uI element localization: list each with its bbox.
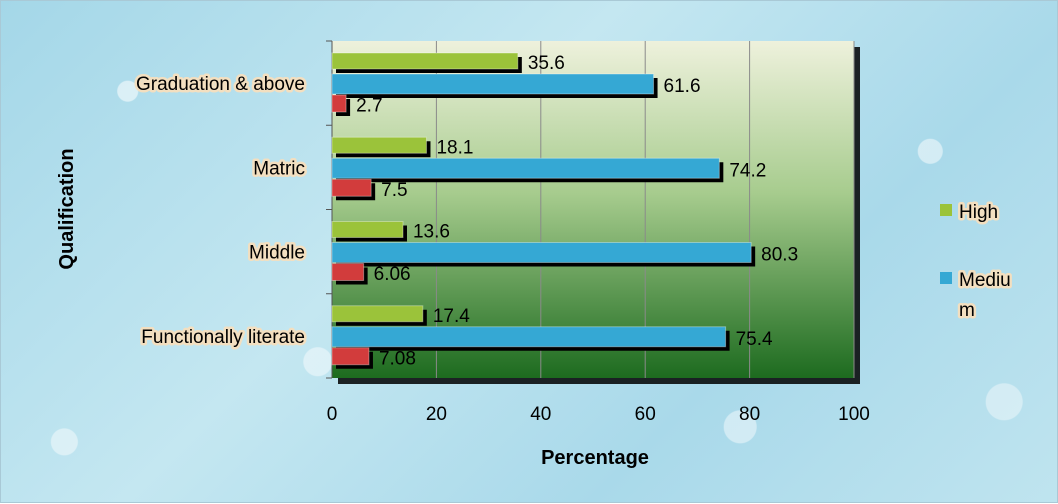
x-tick-label: 60 [635, 404, 656, 425]
bar-medium [332, 158, 719, 178]
bar-medium [332, 327, 726, 347]
bar-low [332, 179, 371, 196]
category-label: Functionally literate [141, 327, 305, 348]
data-label: 18.1 [436, 137, 473, 158]
data-label: 13.6 [413, 222, 450, 243]
legend-swatch [940, 204, 952, 216]
bar-medium [332, 74, 654, 94]
bar-high [332, 137, 426, 153]
bar-low [332, 348, 369, 365]
legend-label: High [959, 202, 998, 223]
legend-swatch [940, 272, 952, 284]
x-tick-label: 40 [530, 404, 551, 425]
x-tick-label: 0 [327, 404, 338, 425]
bar-high [332, 53, 518, 69]
x-axis-title: Percentage [541, 447, 649, 469]
data-label: 17.4 [433, 306, 470, 327]
data-label: 2.7 [356, 96, 382, 117]
bar-low [332, 264, 364, 281]
data-label: 75.4 [736, 329, 773, 350]
legend-label: Mediu [959, 270, 1011, 291]
category-label: Middle [249, 243, 305, 264]
category-label: Graduation & above [136, 74, 305, 95]
data-label: 6.06 [374, 264, 411, 285]
x-tick-label: 20 [426, 404, 447, 425]
category-label: Matric [253, 158, 305, 179]
legend-label-continued: m [959, 300, 975, 321]
data-label: 7.5 [381, 180, 407, 201]
data-label: 35.6 [528, 53, 565, 74]
data-label: 74.2 [729, 160, 766, 181]
data-label: 7.08 [379, 348, 416, 369]
y-axis-title: Qualification [56, 148, 78, 269]
bar-low [332, 95, 346, 112]
data-label: 80.3 [761, 245, 798, 266]
bar-high [332, 222, 403, 238]
data-label: 61.6 [664, 76, 701, 97]
x-tick-label: 80 [739, 404, 760, 425]
bar-medium [332, 243, 751, 263]
x-tick-label: 100 [838, 404, 870, 425]
bar-high [332, 306, 423, 322]
